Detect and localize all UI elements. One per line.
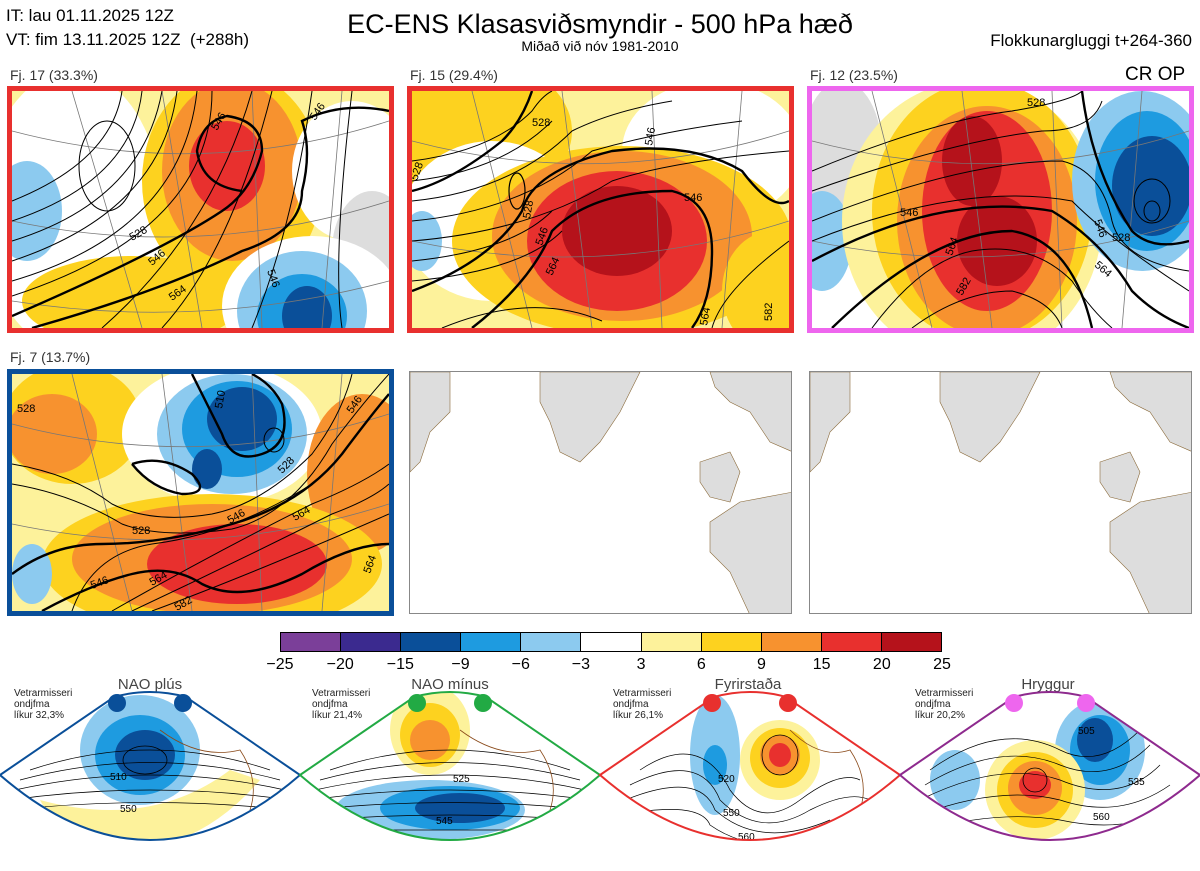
regime-dot-blocking-left	[703, 694, 721, 712]
contour-label: 560	[1093, 812, 1110, 823]
base-map-6	[810, 372, 1191, 613]
contour-label: 550	[723, 808, 740, 819]
contour-label: 528	[532, 117, 550, 129]
regime-map-nao-minus: 525 545 565	[300, 692, 600, 861]
regime-dot-nao-minus-right	[474, 694, 492, 712]
colorbar-tick-label: −9	[451, 656, 470, 673]
regime-map-nao-plus: 510 550	[0, 692, 300, 840]
colorbar-segment	[340, 633, 401, 651]
colorbar-segment	[281, 633, 341, 651]
valid-time: VT: fim 13.11.2025 12Z (+288h)	[6, 30, 250, 49]
contour-label: 535	[1128, 777, 1145, 788]
cluster-map-panel-3[interactable]: 528 546 546 528 564 564 582	[807, 86, 1194, 333]
contour-label: 550	[120, 804, 137, 815]
contour-label: 505	[1078, 726, 1095, 737]
contour-label: 528	[1112, 232, 1130, 244]
colorbar-tick-label: 15	[812, 656, 831, 673]
page-subtitle: Miðað við nóv 1981-2010	[521, 38, 679, 54]
regime-dot-blocking-right	[779, 694, 797, 712]
regime-prob-blocking: Vetrarmisseri ondjfma líkur 26,1%	[613, 688, 672, 721]
contour-label: 564	[944, 236, 962, 257]
regime-dot-ridge-right	[1077, 694, 1095, 712]
contour-label: 560	[738, 832, 755, 843]
colorbar-segment	[640, 633, 701, 651]
contour-label: 528	[521, 199, 536, 219]
colorbar-segment	[520, 633, 581, 651]
colorbar-tick-label: −25	[266, 656, 294, 673]
colorbar-tick-label: −15	[386, 656, 414, 673]
initial-time: IT: lau 01.11.2025 12Z	[6, 6, 174, 25]
panel-label-1: Fj. 17 (33.3%)	[10, 67, 98, 83]
empty-map-panel-6[interactable]	[809, 371, 1192, 614]
contour-label: 510	[110, 772, 127, 783]
regime-prob-nao-plus: Vetrarmisseri ondjfma líkur 32,3%	[14, 688, 73, 721]
colorbar-tick-label: 6	[696, 656, 706, 673]
colorbar-tick-label: 3	[636, 656, 646, 673]
contour-label: 528	[17, 403, 35, 415]
panel-label-4: Fj. 7 (13.7%)	[10, 349, 91, 365]
contour-label: 546	[264, 268, 282, 289]
cluster-map-panel-4[interactable]: 528 510 528 546 528 546 564 546 564 564 …	[7, 369, 394, 616]
contour-label: 582	[763, 303, 775, 321]
cluster-map-4: 528 510 528 546 528 546 564 546 564 564 …	[12, 374, 389, 611]
colorbar	[280, 632, 942, 652]
contour-label: 546	[534, 226, 552, 247]
colorbar-tick-label: 20	[872, 656, 891, 673]
regime-code: CR OP	[1125, 64, 1186, 85]
panel-label-3: Fj. 12 (23.5%)	[810, 67, 898, 83]
cluster-map-panel-1[interactable]: 528 546 546 546 546 564	[7, 86, 394, 333]
colorbar-tick-label: −3	[571, 656, 591, 673]
cluster-map-3: 528 546 546 528 564 564 582	[812, 91, 1189, 328]
contour-label: 546	[1091, 218, 1109, 239]
contour-label: 546	[684, 192, 702, 204]
colorbar-tick-label: 25	[933, 656, 951, 673]
colorbar-segment	[580, 633, 641, 651]
contour-label: 546	[643, 126, 658, 146]
regime-title-ridge: Hryggur	[1021, 676, 1075, 693]
colorbar-segment	[460, 633, 521, 651]
contour-label: 545	[436, 816, 453, 827]
regime-map-ridge: 505 535 560	[900, 692, 1200, 840]
cluster-map-2: 528 528 528 546 546 546 564 564 582	[412, 91, 789, 328]
empty-map-panel-5[interactable]	[409, 371, 792, 614]
classification-window: Flokkunargluggi t+264-360	[990, 31, 1192, 50]
contour-label: 525	[453, 774, 470, 785]
cluster-map-1: 528 546 546 546 546 564	[12, 91, 389, 328]
contour-label: 546	[900, 207, 918, 219]
regime-dot-ridge-left	[1005, 694, 1023, 712]
contour-label: 565	[445, 850, 462, 861]
regime-dot-nao-minus-left	[408, 694, 426, 712]
regime-dot-nao-plus-left	[108, 694, 126, 712]
contour-label: 528	[132, 525, 150, 537]
base-map-5	[410, 372, 791, 613]
contour-label: 564	[698, 306, 713, 326]
colorbar-segment	[820, 633, 881, 651]
colorbar-tick-label: 9	[757, 656, 766, 673]
colorbar-segment	[880, 633, 942, 651]
contour-label: 520	[718, 774, 735, 785]
colorbar-segment	[400, 633, 461, 651]
colorbar-segment	[760, 633, 821, 651]
panel-label-2: Fj. 15 (29.4%)	[410, 67, 498, 83]
regime-title-nao-plus: NAO plús	[117, 676, 183, 693]
colorbar-tick-label: −20	[326, 656, 354, 673]
regime-prob-ridge: Vetrarmisseri ondjfma líkur 20,2%	[915, 688, 974, 721]
regime-title-nao-minus: NAO mínus	[411, 676, 489, 693]
page-title: EC-ENS Klasasviðsmyndir - 500 hPa hæð	[347, 9, 853, 39]
contour-label: 564	[362, 554, 380, 575]
regime-maps: 510 550 525 545 565 520	[0, 691, 1200, 861]
contour-label: 510	[213, 389, 228, 409]
cluster-map-panel-2[interactable]: 528 528 528 546 546 546 564 564 582	[407, 86, 794, 333]
regime-map-blocking: 520 550 560	[600, 692, 900, 843]
contour-label: 546	[89, 574, 110, 592]
regime-prob-nao-minus: Vetrarmisseri ondjfma líkur 21,4%	[312, 688, 371, 721]
contour-label: 528	[1027, 97, 1045, 109]
colorbar-segment	[700, 633, 761, 651]
colorbar-tick-label: −6	[511, 656, 530, 673]
regime-dot-nao-plus-right	[174, 694, 192, 712]
regime-title-blocking: Fyrirstaða	[714, 676, 782, 693]
